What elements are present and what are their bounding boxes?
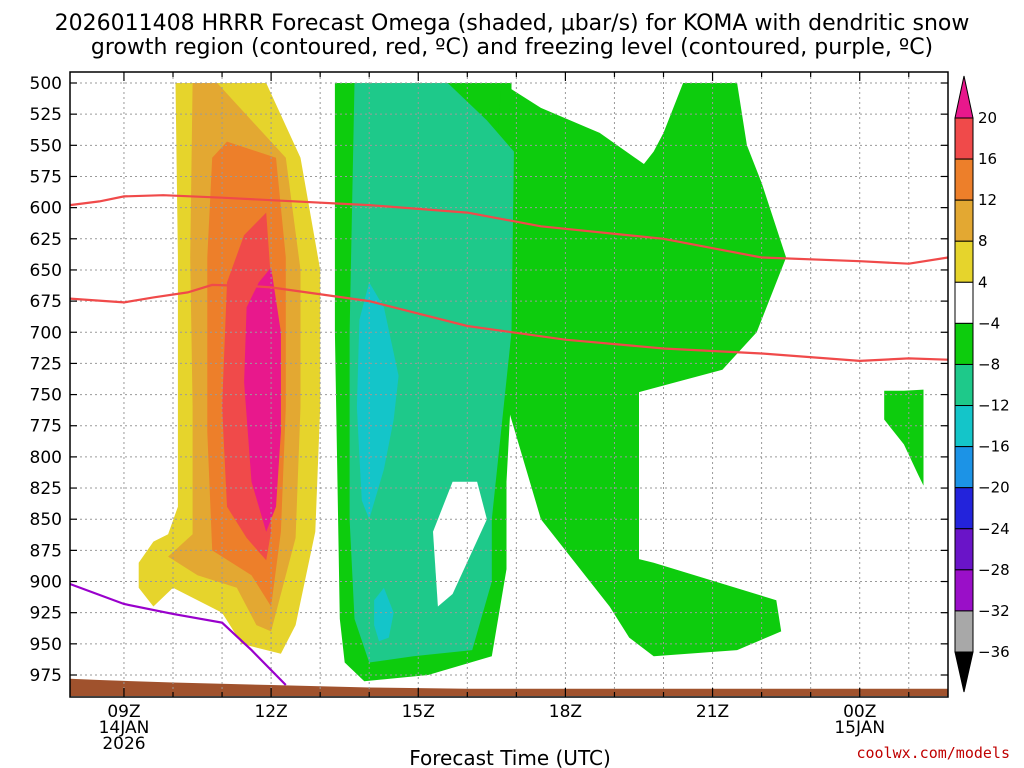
omega-shaded-regions — [70, 83, 948, 696]
omega-neutral-hole — [433, 481, 487, 607]
y-tick-label: 700 — [30, 323, 62, 343]
y-tick-label: 975 — [30, 666, 62, 686]
colorbar-label: 4 — [978, 273, 988, 291]
y-tick-label: 775 — [30, 417, 62, 437]
y-tick-label: 875 — [30, 541, 62, 561]
colorbar-bin — [954, 158, 974, 201]
contour-lines — [69, 194, 949, 686]
colorbar-label: −4 — [978, 314, 1000, 332]
y-tick-label: 625 — [30, 230, 62, 250]
y-tick-label: 725 — [30, 354, 62, 374]
grid-lines — [70, 72, 948, 697]
colorbar-label: 12 — [978, 191, 997, 209]
omega-region — [374, 587, 394, 642]
colorbar-label: 16 — [978, 150, 997, 168]
y-tick-label: 800 — [30, 448, 62, 468]
y-tick-label: 925 — [30, 604, 62, 624]
y-tick-label: 900 — [30, 573, 62, 593]
x-tick-label: 09Z — [107, 702, 140, 722]
colorbar-label: −28 — [978, 561, 1010, 579]
colorbar-bottom-arrow — [954, 651, 974, 693]
x-tick-label: 14JAN — [99, 718, 150, 738]
y-tick-label: 500 — [30, 74, 62, 94]
colorbar-label: −12 — [978, 397, 1010, 415]
y-tick-label: 950 — [30, 635, 62, 655]
colorbar-bin — [954, 117, 974, 160]
colorbar-label: 20 — [978, 109, 997, 127]
chart-title-line-2: growth region (contoured, red, ºC) and f… — [91, 35, 933, 60]
omega-region — [491, 83, 787, 657]
colorbar: 20 16 12 8 4 −4 −8 −12 −16 −20 −24 −28 −32 −36 — [954, 75, 1010, 693]
x-tick-label: 00Z — [843, 702, 876, 722]
y-tick-label: 675 — [30, 292, 62, 312]
colorbar-label: −32 — [978, 602, 1010, 620]
colorbar-label: 8 — [978, 232, 988, 250]
colorbar-bin — [954, 322, 974, 365]
y-tick-label: 575 — [30, 167, 62, 187]
x-tick-label: 12Z — [254, 702, 287, 722]
credit-link[interactable]: coolwx.com/models — [856, 744, 1010, 762]
y-tick-label: 600 — [30, 199, 62, 219]
x-tick-label: 2026 — [102, 734, 145, 754]
x-tick-label: 18Z — [549, 702, 582, 722]
y-tick-label: 650 — [30, 261, 62, 281]
y-tick-label: 825 — [30, 479, 62, 499]
colorbar-bin — [954, 363, 974, 407]
colorbar-bin — [954, 487, 974, 530]
chart-title-line-1: 2026011408 HRRR Forecast Omega (shaded, … — [55, 11, 970, 36]
dgz-contour-line — [69, 283, 949, 363]
colorbar-bin — [954, 281, 974, 324]
x-tick-label: 21Z — [696, 702, 729, 722]
colorbar-bin — [954, 240, 974, 283]
pressure-axis: 500 525 550 575 600 625 650 675 700 725 750 775 800 8… — [30, 74, 948, 686]
colorbar-top-arrow — [954, 75, 974, 119]
dgz-contour-line — [69, 194, 949, 265]
x-tick-label: 15JAN — [834, 718, 885, 738]
freezing-level-line — [69, 582, 287, 686]
colorbar-label: −36 — [978, 643, 1010, 661]
y-tick-label: 525 — [30, 105, 62, 125]
omega-region — [244, 267, 281, 532]
omega-region — [884, 389, 924, 486]
colorbar-label: −20 — [978, 479, 1010, 497]
colorbar-bin — [954, 405, 974, 448]
colorbar-bin — [954, 199, 974, 242]
omega-region — [356, 282, 399, 520]
plot-frame — [69, 71, 949, 698]
y-tick-label: 550 — [30, 136, 62, 156]
colorbar-label: −8 — [978, 355, 1000, 373]
colorbar-bin — [954, 446, 974, 489]
y-tick-label: 850 — [30, 510, 62, 530]
colorbar-label: −16 — [978, 438, 1010, 456]
colorbar-bin — [954, 569, 974, 612]
colorbar-bin — [954, 528, 974, 571]
y-tick-label: 750 — [30, 386, 62, 406]
x-axis-title: Forecast Time (UTC) — [409, 746, 611, 768]
colorbar-bin — [954, 610, 974, 653]
colorbar-label: −24 — [978, 520, 1010, 538]
terrain-surface — [70, 678, 948, 696]
x-tick-label: 15Z — [402, 702, 435, 722]
